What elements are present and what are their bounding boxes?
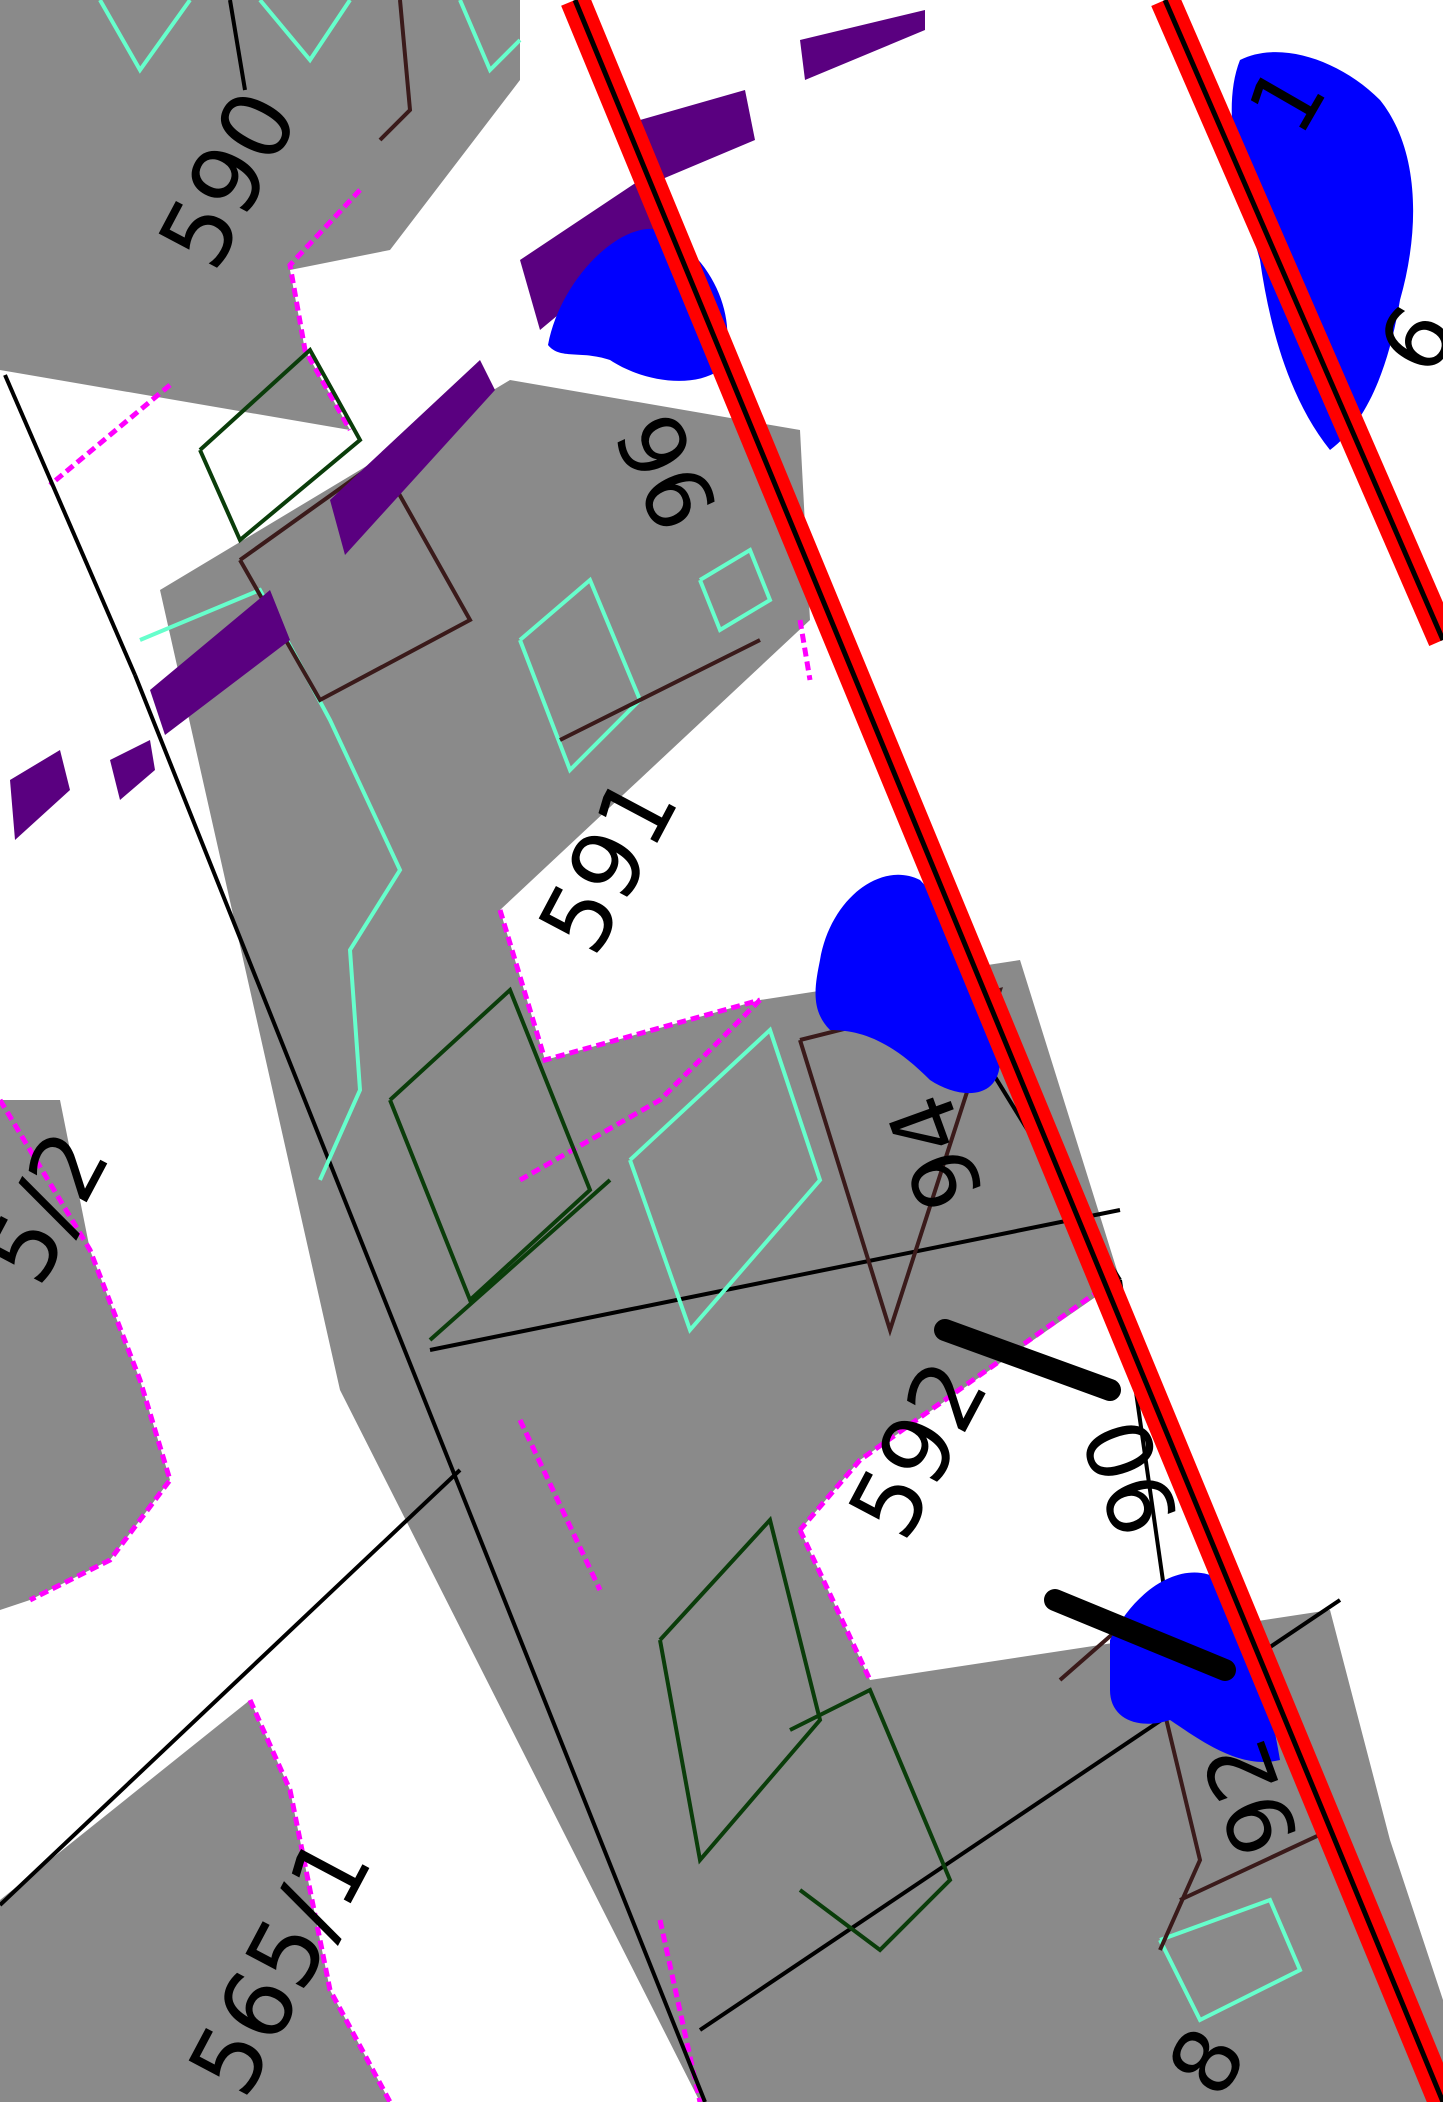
building-outline [378,0,413,142]
water-blob [1231,52,1414,451]
bar-symbols [934,1319,1236,1681]
building-outline [458,0,522,74]
bar-symbol [934,1319,1121,1401]
building-outline [559,638,761,742]
parcel-edge [797,619,813,681]
street-center [572,0,1443,2102]
cadastral-line [429,1208,1121,1352]
building-outlines-dark [198,346,953,1953]
building-outlines-light [98,0,1303,2023]
building-outline [1158,1897,1303,2023]
purple-feature [640,90,755,180]
parcel-edge [287,188,362,432]
building-outline [258,0,352,64]
bar-symbol [1044,1589,1236,1681]
street-lines [561,0,1443,2102]
purple-feature [800,10,925,80]
building-outline [1058,1606,1203,1951]
purple-feature [110,740,155,800]
building-outline [1179,1828,1331,1902]
purple-feature [150,590,290,735]
cadastral-line [228,0,247,91]
purple-features [10,10,925,840]
parcel-565-area [0,1700,390,2102]
parcel-edge [497,909,761,1064]
parcel-edge [517,1418,603,1592]
cadastral-line [133,674,707,2102]
building-outline [198,346,363,544]
building-outline [98,0,192,74]
parcel-edge [247,1698,393,2102]
building-outline [628,1026,823,1334]
cadastral-line [0,1468,462,1907]
parcel-edge [518,998,762,1183]
purple-feature [10,750,70,840]
parcel-590-area [0,0,520,430]
parcel-left-middle [0,1100,170,1610]
street-center [1162,0,1443,641]
purple-feature [330,360,495,555]
cadastral-line [3,374,137,676]
building-outline [698,547,773,633]
parcel-edge [0,1098,173,1603]
building-outline [789,1687,953,1953]
purple-feature [520,180,660,330]
building-outline [139,587,403,1181]
building-outline [238,457,473,703]
building-outline [658,1515,823,1865]
building-outline [388,986,593,1304]
building-outline [428,1178,612,1342]
parcel-edge [48,383,172,487]
